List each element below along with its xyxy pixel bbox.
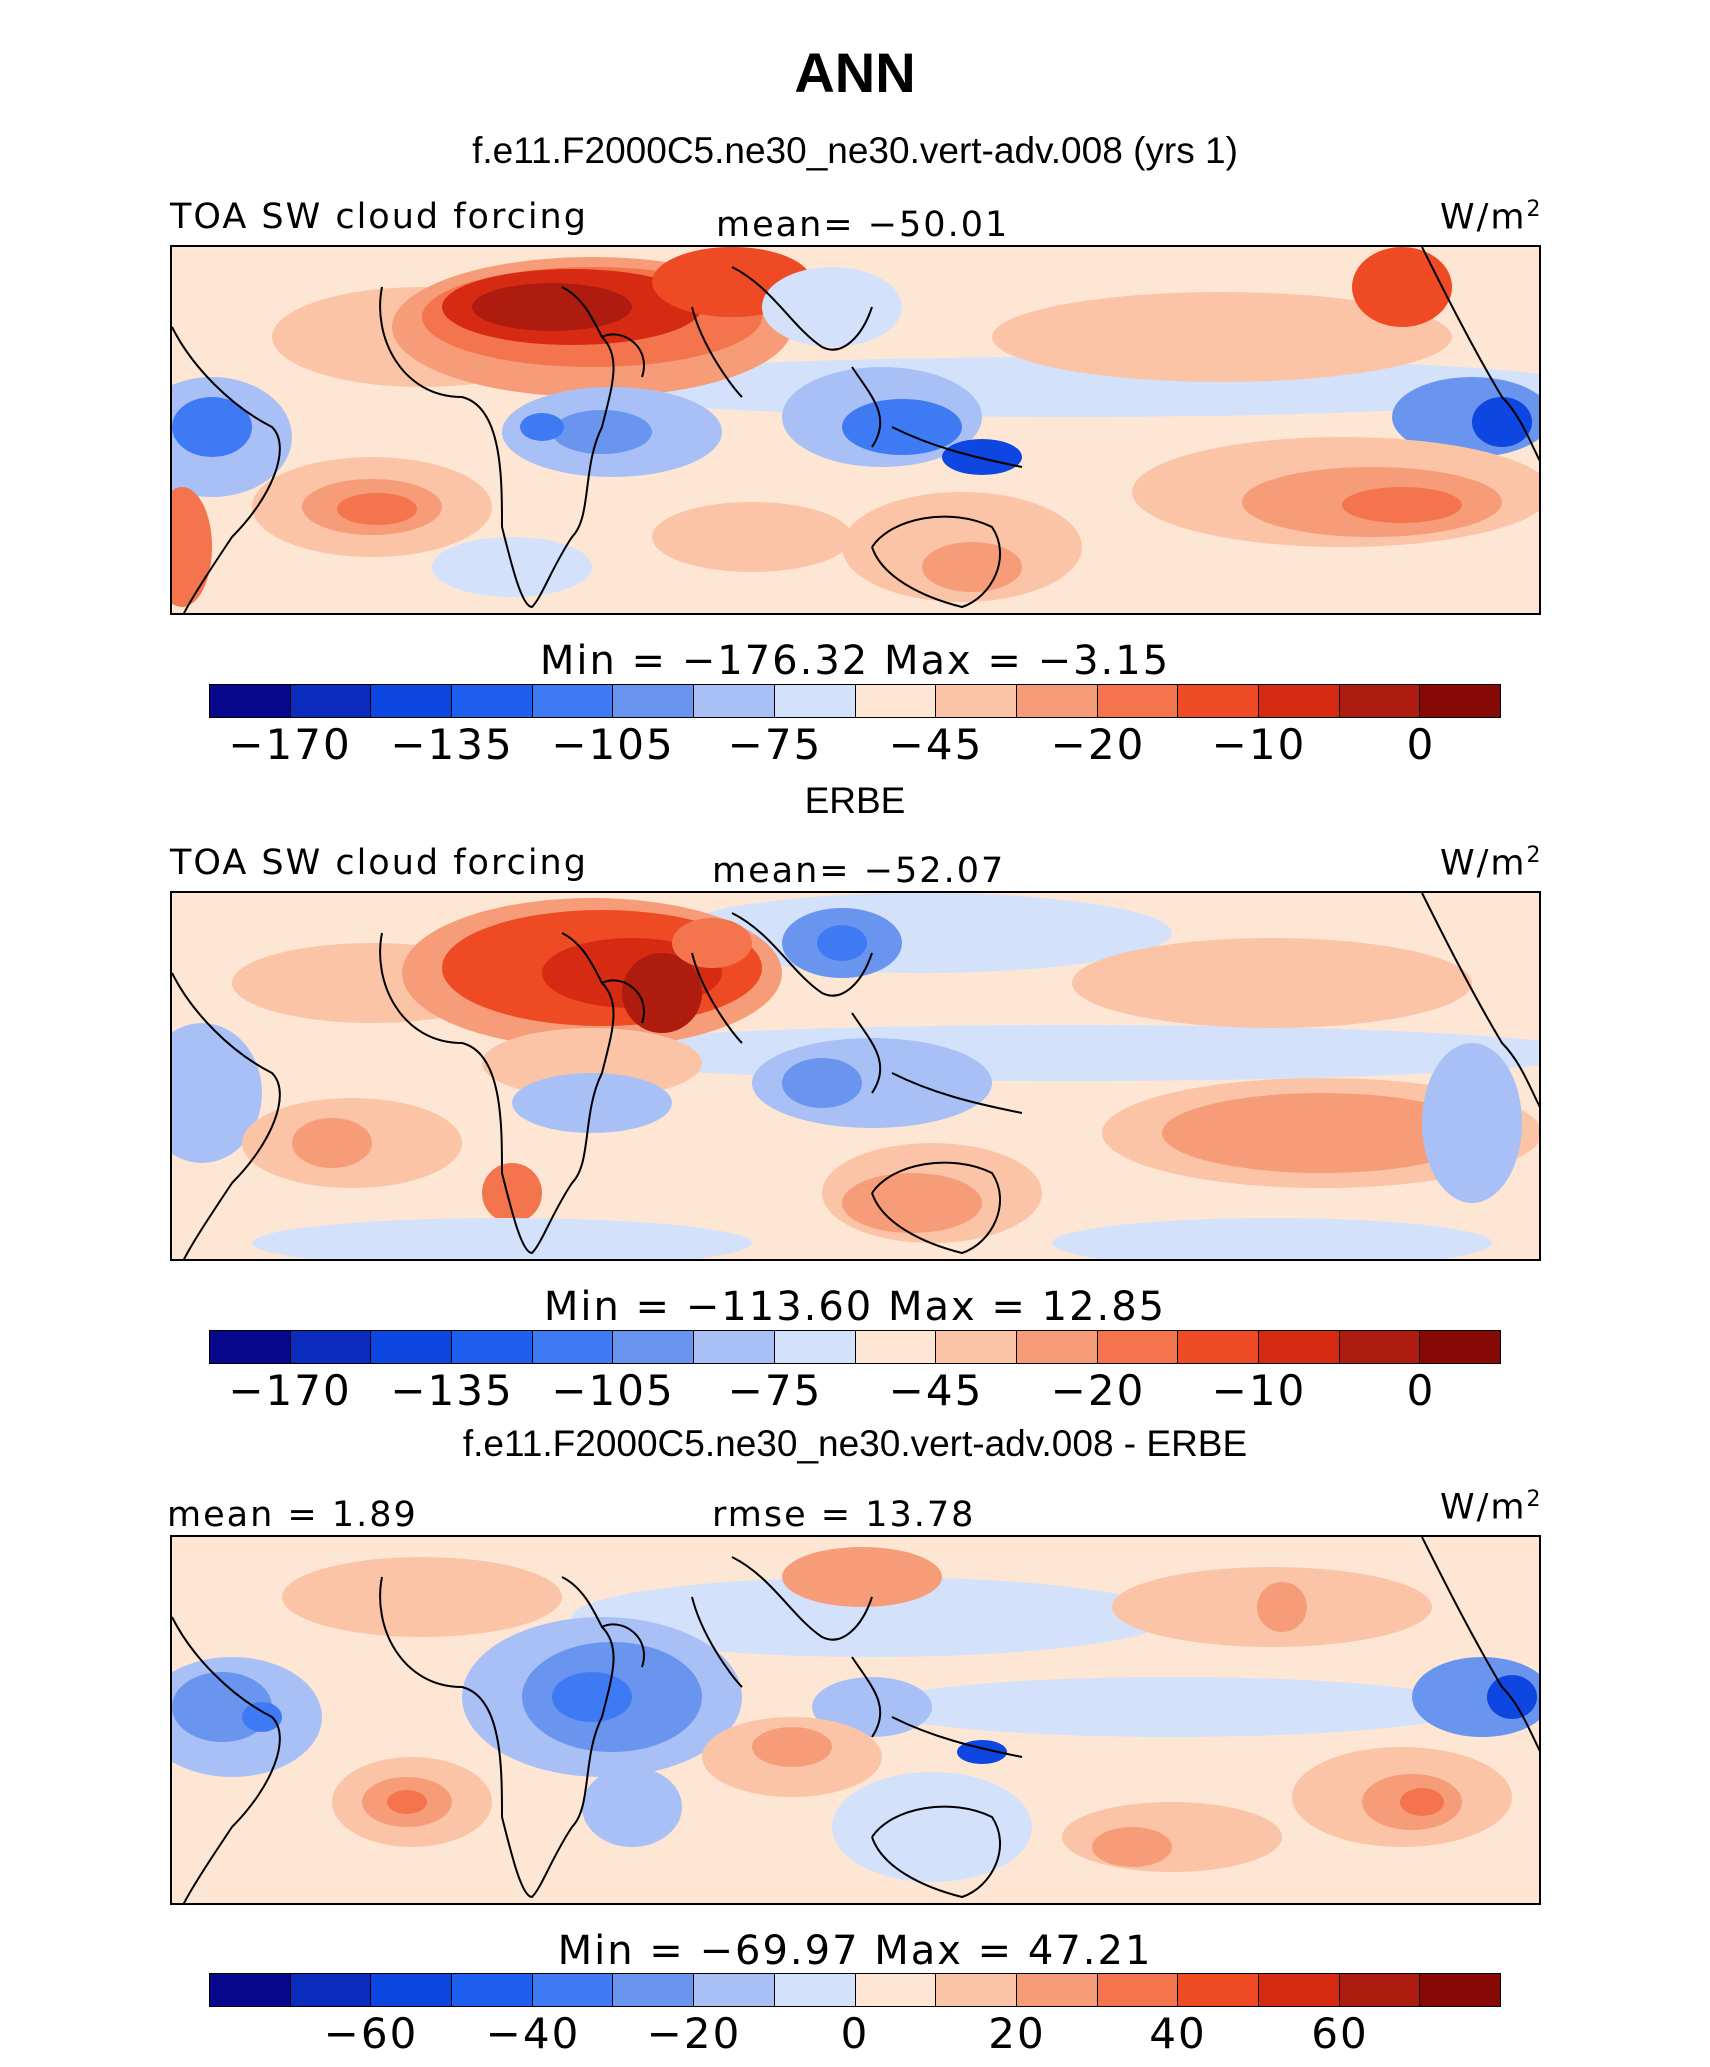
colorbar-model bbox=[209, 684, 1501, 718]
colorbar-swatch bbox=[452, 1331, 533, 1363]
panel3-rmse-label: rmse = 13.78 bbox=[712, 1495, 976, 1535]
colorbar-swatch bbox=[452, 685, 533, 717]
panel2-left-label: TOA SW cloud forcing bbox=[170, 843, 588, 883]
map-model bbox=[170, 245, 1541, 615]
colorbar-tick: −135 bbox=[390, 720, 514, 769]
colorbar-tick: −40 bbox=[485, 2009, 581, 2058]
panel3-unit: W/m2 bbox=[1440, 1487, 1543, 1528]
colorbar-tick: −170 bbox=[228, 720, 352, 769]
colorbar-swatch bbox=[694, 1331, 775, 1363]
colorbar-swatch bbox=[1097, 685, 1179, 717]
colorbar-swatch bbox=[1258, 1331, 1340, 1363]
colorbar-swatch bbox=[613, 1974, 695, 2006]
colorbar-tick: −45 bbox=[888, 720, 984, 769]
colorbar-swatch bbox=[290, 1974, 372, 2006]
colorbar-swatch bbox=[1339, 1331, 1421, 1363]
panel2-mean-label: mean= −52.07 bbox=[712, 851, 1006, 891]
colorbar-swatch bbox=[371, 685, 453, 717]
colorbar-swatch bbox=[532, 1331, 614, 1363]
colorbar-tick: 40 bbox=[1149, 2009, 1207, 2058]
colorbar-swatch bbox=[1178, 685, 1259, 717]
colorbar-swatch bbox=[210, 685, 291, 717]
season-title: ANN bbox=[794, 41, 916, 104]
colorbar-tick: −20 bbox=[1050, 1366, 1146, 1415]
colorbar-swatch bbox=[774, 685, 856, 717]
colorbar-swatch bbox=[452, 1974, 533, 2006]
colorbar-swatch bbox=[613, 685, 695, 717]
colorbar-swatch bbox=[613, 1331, 695, 1363]
colorbar-tick: −45 bbox=[888, 1366, 984, 1415]
colorbar-swatch bbox=[1016, 1974, 1098, 2006]
map-difference bbox=[170, 1535, 1541, 1905]
colorbar-tick: −10 bbox=[1211, 720, 1307, 769]
colorbar-tick: −10 bbox=[1211, 1366, 1307, 1415]
colorbar-swatch bbox=[1420, 1331, 1500, 1363]
colorbar-swatch bbox=[1016, 685, 1098, 717]
colorbar-tick: −105 bbox=[551, 720, 675, 769]
colorbar-swatch bbox=[1420, 685, 1500, 717]
colorbar-difference bbox=[209, 1973, 1501, 2007]
colorbar-swatch bbox=[855, 1331, 937, 1363]
colorbar-tick: 0 bbox=[1406, 720, 1436, 769]
colorbar-swatch bbox=[694, 1974, 775, 2006]
panel1-mean-label: mean= −50.01 bbox=[716, 205, 1010, 245]
colorbar-swatch bbox=[1258, 1974, 1340, 2006]
colorbar-swatch bbox=[532, 1974, 614, 2006]
colorbar-swatch bbox=[290, 685, 372, 717]
colorbar-swatch bbox=[1097, 1331, 1179, 1363]
colorbar-swatch bbox=[855, 685, 937, 717]
colorbar-swatch bbox=[855, 1974, 937, 2006]
colorbar-tick: −20 bbox=[1050, 720, 1146, 769]
colorbar-tick: 0 bbox=[1406, 1366, 1436, 1415]
colorbar-swatch bbox=[1420, 1974, 1500, 2006]
panel3-mean-label: mean = 1.89 bbox=[167, 1495, 418, 1535]
colorbar-tick: −135 bbox=[390, 1366, 514, 1415]
colorbar-swatch bbox=[1339, 1974, 1421, 2006]
colorbar-tick: 0 bbox=[840, 2009, 870, 2058]
colorbar-swatch bbox=[1178, 1974, 1259, 2006]
colorbar-tick: −75 bbox=[727, 720, 823, 769]
colorbar-swatch bbox=[210, 1974, 291, 2006]
colorbar-tick: −170 bbox=[228, 1366, 352, 1415]
colorbar-swatch bbox=[532, 685, 614, 717]
colorbar-swatch bbox=[936, 1331, 1017, 1363]
colorbar-tick: −20 bbox=[646, 2009, 742, 2058]
colorbar-swatch bbox=[290, 1331, 372, 1363]
colorbar-erbe bbox=[209, 1330, 1501, 1364]
colorbar-swatch bbox=[371, 1331, 453, 1363]
colorbar-swatch bbox=[774, 1974, 856, 2006]
panel1-unit: W/m2 bbox=[1440, 197, 1543, 238]
colorbar-tick: 60 bbox=[1311, 2009, 1369, 2058]
colorbar-tick: −75 bbox=[727, 1366, 823, 1415]
colorbar-swatch bbox=[1016, 1331, 1098, 1363]
colorbar-tick: 20 bbox=[988, 2009, 1046, 2058]
colorbar-swatch bbox=[694, 685, 775, 717]
panel1-left-label: TOA SW cloud forcing bbox=[170, 197, 588, 237]
colorbar-swatch bbox=[936, 1974, 1017, 2006]
panel2-section-title: ERBE bbox=[804, 780, 906, 821]
panel3-minmax: Min = −69.97 Max = 47.21 bbox=[557, 1928, 1153, 1974]
run-title: f.e11.F2000C5.ne30_ne30.vert-adv.008 (yr… bbox=[472, 130, 1238, 171]
panel2-unit: W/m2 bbox=[1440, 843, 1543, 884]
colorbar-swatch bbox=[1178, 1331, 1259, 1363]
panel1-minmax: Min = −176.32 Max = −3.15 bbox=[539, 638, 1171, 684]
panel3-section-title: f.e11.F2000C5.ne30_ne30.vert-adv.008 - E… bbox=[462, 1423, 1248, 1464]
colorbar-swatch bbox=[371, 1974, 453, 2006]
colorbar-swatch bbox=[210, 1331, 291, 1363]
panel2-minmax: Min = −113.60 Max = 12.85 bbox=[543, 1284, 1167, 1330]
colorbar-swatch bbox=[936, 685, 1017, 717]
colorbar-swatch bbox=[1339, 685, 1421, 717]
colorbar-tick: −60 bbox=[323, 2009, 419, 2058]
colorbar-swatch bbox=[1097, 1974, 1179, 2006]
map-erbe bbox=[170, 891, 1541, 1261]
colorbar-swatch bbox=[1258, 685, 1340, 717]
colorbar-tick: −105 bbox=[551, 1366, 675, 1415]
colorbar-swatch bbox=[774, 1331, 856, 1363]
